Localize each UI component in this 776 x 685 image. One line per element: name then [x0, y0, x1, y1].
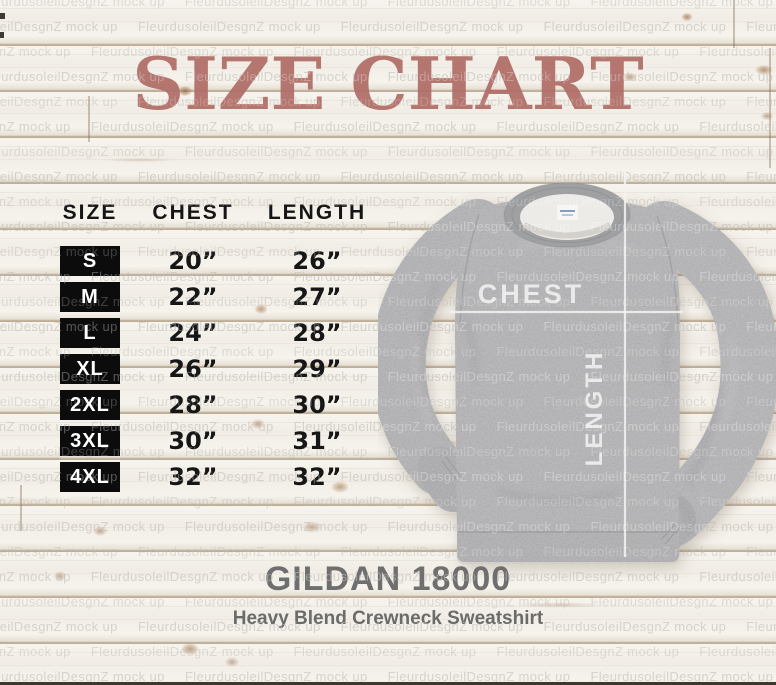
photo-bottom-edge: [0, 682, 776, 685]
table-row: 4XL 32” 32”: [40, 462, 390, 492]
length-value: 26”: [292, 247, 342, 275]
size-badge: XL: [60, 354, 120, 384]
table-row: M 22” 27”: [40, 282, 390, 312]
plank-seam: [20, 485, 22, 531]
length-value: 29”: [292, 355, 342, 383]
size-badge: 3XL: [60, 426, 120, 456]
plank-seam: [88, 96, 90, 142]
length-label: LENGTH: [581, 350, 608, 467]
table-header-row: SIZE CHEST LENGTH: [40, 201, 390, 225]
col-header-size: SIZE: [62, 201, 118, 224]
table-row: 3XL 30” 31”: [40, 426, 390, 456]
length-value: 32”: [292, 463, 342, 491]
plank-seam: [733, 0, 735, 48]
plank-seam: [769, 48, 771, 168]
size-badge: S: [60, 246, 120, 276]
table-body: S 20” 26” M 22” 27” L 24” 28” XL 26” 29”…: [40, 246, 390, 492]
chest-value: 20”: [168, 247, 218, 275]
chest-value: 26”: [168, 355, 218, 383]
size-badge: 4XL: [60, 462, 120, 492]
chest-label: CHEST: [478, 279, 585, 309]
length-value: 30”: [292, 391, 342, 419]
size-table: SIZE CHEST LENGTH S 20” 26” M 22” 27” L …: [40, 201, 390, 492]
length-value: 28”: [292, 319, 342, 347]
length-value: 27”: [292, 283, 342, 311]
collar-tag: [557, 205, 578, 220]
product-subtitle: Heavy Blend Crewneck Sweatshirt: [232, 608, 544, 629]
collar: [503, 182, 631, 248]
col-header-chest: CHEST: [152, 201, 234, 224]
page-title: SIZE CHART: [132, 41, 644, 126]
size-badge: M: [60, 282, 120, 312]
size-badge: L: [60, 318, 120, 348]
chest-value: 22”: [168, 283, 218, 311]
sweatshirt-illustration: CHEST LENGTH: [378, 158, 776, 578]
table-row: L 24” 28”: [40, 318, 390, 348]
chest-value: 28”: [168, 391, 218, 419]
table-row: S 20” 26”: [40, 246, 390, 276]
size-badge: 2XL: [60, 390, 120, 420]
chest-value: 24”: [168, 319, 218, 347]
col-header-length: LENGTH: [267, 201, 367, 224]
photo-edge-speck: [0, 32, 4, 38]
photo-edge-speck: [0, 13, 5, 19]
table-row: 2XL 28” 30”: [40, 390, 390, 420]
table-row: XL 26” 29”: [40, 354, 390, 384]
length-value: 31”: [292, 427, 342, 455]
chest-value: 30”: [168, 427, 218, 455]
chest-value: 32”: [168, 463, 218, 491]
